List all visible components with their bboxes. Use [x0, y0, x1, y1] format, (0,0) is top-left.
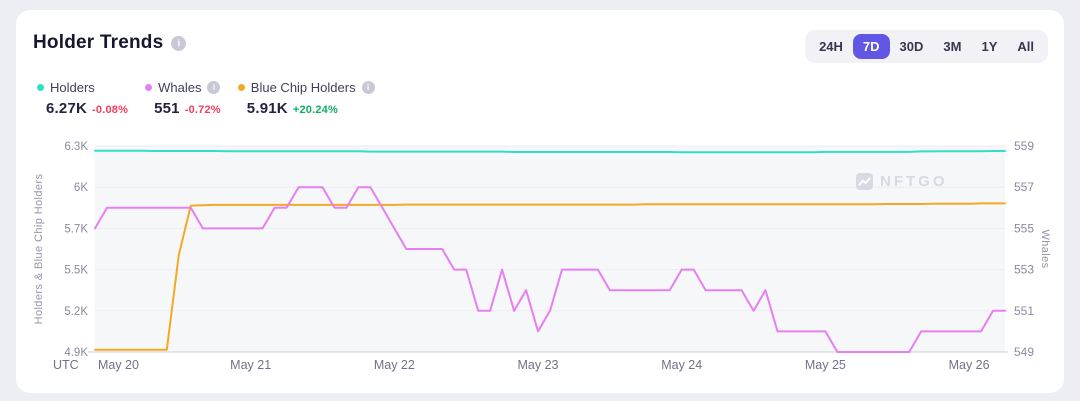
legend-value: 5.91K: [246, 100, 288, 117]
right-axis-tick: 559: [1014, 139, 1034, 153]
right-axis-title: Whales: [1039, 229, 1051, 268]
range-button-3m[interactable]: 3M: [943, 39, 962, 54]
right-axis-tick: 553: [1014, 263, 1034, 277]
series-line-blue-chip-holders: [94, 202, 1006, 351]
right-axis-tick: 551: [1014, 304, 1034, 318]
left-axis-tick: 6.3K: [64, 141, 88, 153]
x-axis-label: May 20: [98, 358, 139, 372]
right-axis-tick: 557: [1014, 180, 1034, 194]
left-axis-tick: 5.5K: [64, 265, 88, 277]
legend-item-holders[interactable]: Holders 6.27K -0.08%: [37, 80, 128, 117]
legend-item-blue-chip-holders[interactable]: Blue Chip Holders i 5.91K +20.24%: [237, 80, 375, 117]
legend-value: 551: [154, 100, 180, 117]
legend-label: Holders: [50, 80, 95, 95]
legend-label: Blue Chip Holders: [250, 80, 356, 95]
legend-dot: [237, 84, 245, 91]
legend-label: Whales: [158, 80, 202, 95]
right-axis-tick: 549: [1014, 345, 1034, 359]
legend-info-icon[interactable]: i: [207, 81, 221, 94]
legend-dot: [37, 84, 44, 91]
series-line-holders: [94, 149, 1006, 154]
left-axis-tick: 5.2K: [64, 306, 88, 318]
x-axis-label: May 26: [949, 358, 990, 372]
x-axis-label: May 24: [661, 358, 702, 372]
left-axis-tick: 5.7K: [64, 223, 88, 235]
right-axis-tick: 555: [1014, 221, 1034, 235]
title-info-icon[interactable]: i: [171, 35, 187, 51]
legend-change: -0.08%: [92, 104, 129, 116]
chart-legend: Holders 6.27K -0.08% Whales i 551 -0.72% Blue C…: [37, 80, 375, 117]
legend-value: 6.27K: [46, 100, 88, 117]
range-button-30d[interactable]: 30D: [899, 39, 924, 54]
page-title: Holder Trends: [33, 32, 164, 53]
left-axis-title: Holders & Blue Chip Holders: [33, 173, 45, 324]
x-axis-label: May 23: [518, 358, 559, 372]
time-range-group: 24H 7D 30D 3M 1Y All: [805, 30, 1048, 63]
x-axis-label: May 21: [230, 358, 271, 372]
left-axis-tick: 4.9K: [64, 347, 88, 359]
x-axis-label: May 22: [374, 358, 415, 372]
legend-change: +20.24%: [292, 104, 338, 116]
range-button-1y[interactable]: 1Y: [981, 39, 998, 54]
legend-info-icon[interactable]: i: [361, 81, 375, 94]
range-button-24h[interactable]: 24H: [819, 39, 843, 54]
legend-change: -0.72%: [184, 104, 221, 116]
series-line-whales: [94, 186, 1006, 353]
range-button-all[interactable]: All: [1017, 39, 1034, 54]
legend-item-whales[interactable]: Whales i 551 -0.72%: [145, 80, 221, 117]
plot-area[interactable]: [95, 146, 1005, 352]
left-axis-tick: 6K: [74, 182, 88, 194]
legend-dot: [145, 84, 153, 91]
range-button-7d[interactable]: 7D: [852, 34, 890, 59]
utc-label: UTC: [53, 358, 79, 372]
x-axis-label: May 25: [805, 358, 846, 372]
